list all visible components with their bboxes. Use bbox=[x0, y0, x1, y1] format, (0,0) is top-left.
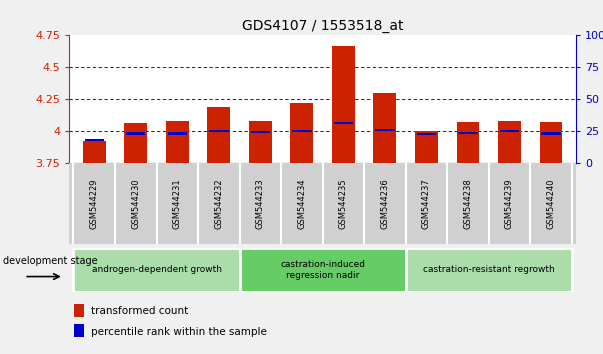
Text: castration-induced
regression nadir: castration-induced regression nadir bbox=[280, 260, 365, 280]
Bar bbox=[292, 130, 312, 132]
Text: transformed count: transformed count bbox=[91, 306, 188, 316]
Bar bbox=[168, 132, 187, 135]
Text: GSM544235: GSM544235 bbox=[339, 178, 348, 229]
Bar bbox=[84, 139, 104, 141]
Bar bbox=[239, 248, 406, 292]
Bar bbox=[500, 130, 519, 132]
Bar bbox=[74, 304, 84, 316]
Bar bbox=[540, 122, 563, 163]
Bar bbox=[332, 46, 355, 163]
Bar bbox=[166, 121, 189, 163]
Text: GSM544231: GSM544231 bbox=[173, 178, 182, 229]
Text: GSM544234: GSM544234 bbox=[297, 178, 306, 229]
Text: GSM544229: GSM544229 bbox=[90, 178, 99, 229]
Bar bbox=[207, 107, 230, 163]
Bar bbox=[74, 324, 84, 337]
Bar bbox=[498, 121, 521, 163]
Bar bbox=[291, 103, 314, 163]
Text: GSM544239: GSM544239 bbox=[505, 178, 514, 229]
Bar bbox=[126, 132, 145, 135]
Bar bbox=[251, 131, 270, 133]
Bar bbox=[209, 130, 229, 132]
Bar bbox=[456, 122, 479, 163]
Title: GDS4107 / 1553518_at: GDS4107 / 1553518_at bbox=[242, 19, 403, 33]
Text: development stage: development stage bbox=[4, 256, 98, 266]
Text: castration-resistant regrowth: castration-resistant regrowth bbox=[423, 266, 555, 274]
Bar bbox=[375, 129, 394, 131]
Bar bbox=[83, 141, 106, 163]
Text: GSM544236: GSM544236 bbox=[380, 178, 390, 229]
Bar bbox=[74, 248, 239, 292]
Bar bbox=[249, 121, 272, 163]
Bar bbox=[415, 131, 438, 163]
Text: GSM544240: GSM544240 bbox=[546, 178, 555, 229]
Text: GSM544230: GSM544230 bbox=[131, 178, 140, 229]
Text: GSM544238: GSM544238 bbox=[464, 178, 472, 229]
Bar bbox=[406, 248, 572, 292]
Text: GSM544232: GSM544232 bbox=[214, 178, 223, 229]
Bar bbox=[458, 132, 478, 134]
Bar bbox=[373, 93, 396, 163]
Bar bbox=[417, 133, 436, 135]
Text: GSM544233: GSM544233 bbox=[256, 178, 265, 229]
Bar bbox=[541, 132, 561, 135]
Text: androgen-dependent growth: androgen-dependent growth bbox=[92, 266, 221, 274]
Bar bbox=[333, 122, 353, 125]
Text: percentile rank within the sample: percentile rank within the sample bbox=[91, 327, 267, 337]
Bar bbox=[124, 123, 147, 163]
Text: GSM544237: GSM544237 bbox=[422, 178, 431, 229]
